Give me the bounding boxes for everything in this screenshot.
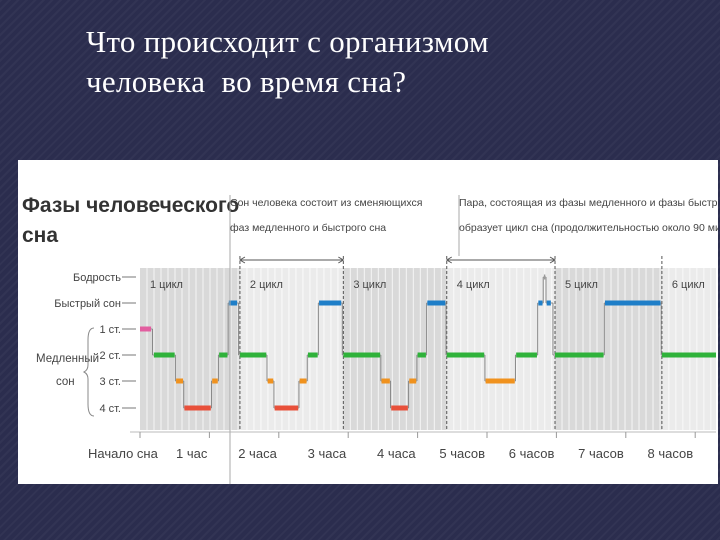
chart-title-line2: сна [22,224,58,247]
cycle-span-arrowheads [238,256,345,264]
x-tick-label: 3 часа [308,446,347,461]
slide-title-line1: Что происходит с организмом [86,24,489,59]
y-category-label: 3 ст. [99,376,121,388]
cycle-band [343,268,447,430]
annotation-left-line2: фаз медленного и быстрого сна [230,222,386,234]
cycle-band [661,268,717,430]
x-tick-label: 1 час [176,446,208,461]
slide-title-line2: человека во время сна? [86,64,407,99]
slide-title: Что происходит с организмом человека во … [86,22,686,102]
annotation-right-line2: образует цикл сна (продолжительностью ок… [459,222,718,234]
cycle-band [140,268,240,430]
y-category-label: Бодрость [73,272,121,284]
y-category-label: 2 ст. [99,350,121,362]
y-category-label: 1 ст. [99,324,121,336]
y-group-brace [82,327,95,417]
y-group-label-line2: сон [56,376,75,388]
annotation-left-line1: Сон человека состоит из сменяющихся [230,197,422,209]
cycle-band [446,268,556,430]
cycle-label: 1 цикл [150,279,183,291]
y-category-label: 4 ст. [99,403,121,415]
x-tick-label: 6 часов [509,446,555,461]
chart-title-line1: Фазы человеческого [22,194,239,217]
x-tick-label: 4 часа [377,446,416,461]
cycle-label: 2 цикл [250,279,283,291]
annotation-right-line1: Пара, состоящая из фазы медленного и фаз… [459,197,718,209]
cycle-span-arrowheads [445,256,556,264]
cycle-band [555,268,662,430]
x-tick-label: 2 часа [238,446,277,461]
sleep-phases-chart: Фазы человеческого сна Сон человека сост… [22,194,718,484]
cycle-label: 6 цикл [672,279,705,291]
cycle-band [239,268,344,430]
y-category-label: Быстрый сон [54,298,121,310]
chart-panel: Фазы человеческого сна Сон человека сост… [18,160,718,484]
x-tick-label: 7 часов [578,446,624,461]
x-tick-label: Начало сна [88,446,159,461]
x-tick-label: 8 часов [648,446,694,461]
y-group-label-line1: Медленный [36,353,99,365]
cycle-label: 4 цикл [457,279,490,291]
cycle-label: 3 цикл [353,279,386,291]
cycle-label: 5 цикл [565,279,598,291]
x-tick-label: 5 часов [439,446,485,461]
